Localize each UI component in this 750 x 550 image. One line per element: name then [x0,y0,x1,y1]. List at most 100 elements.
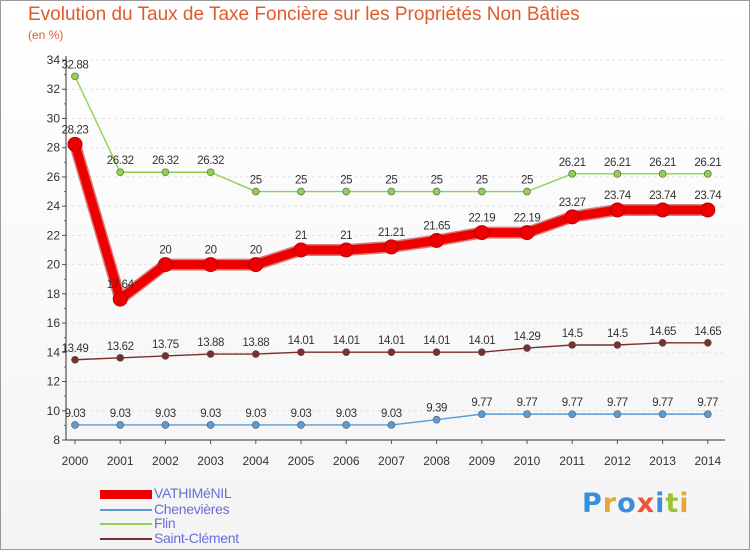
data-point [342,421,351,429]
data-point [477,348,486,356]
data-point [523,410,531,418]
data-point [658,170,667,178]
data-point [613,341,622,349]
data-label: 14.01 [468,335,495,347]
data-point [71,421,79,429]
data-label: 21.65 [423,221,450,233]
data-label: 9.39 [426,403,447,415]
data-label: 26.32 [197,155,224,167]
data-label: 25 [250,175,262,187]
logo-letter: o [617,488,637,519]
data-label: 9.77 [471,397,492,409]
x-tick-label: 2003 [197,454,224,468]
x-tick-label: 2013 [649,454,676,468]
legend-item-saint-clement: Saint-Clément [100,530,320,547]
y-tick-label: 10 [47,404,61,418]
data-label: 28.23 [62,124,89,136]
legend-label-chenevieres: Chenevières [154,501,230,517]
data-label: 22.19 [514,213,541,225]
data-point [387,187,396,196]
logo-letter: i [679,488,690,519]
data-label: 13.88 [197,337,224,349]
x-tick-label: 2008 [423,454,450,468]
data-label: 9.03 [200,408,221,420]
legend-label-saint-clement: Saint-Clément [154,530,239,546]
data-label: 23.74 [604,190,632,202]
data-label: 13.88 [242,337,269,349]
legend-label-vathimenil: VATHIMéNIL [154,485,232,501]
data-label: 9.77 [697,397,718,409]
chart-title: Evolution du Taux de Taxe Foncière sur l… [28,4,580,25]
y-tick-label: 8 [53,433,60,447]
data-point [432,415,441,424]
data-point [568,170,577,178]
data-point [432,348,441,356]
data-label: 13.62 [107,341,134,353]
x-tick-label: 2014 [694,454,721,468]
data-point [703,170,712,178]
data-label: 23.74 [694,190,722,202]
x-tick-label: 2000 [62,454,89,468]
x-tick-label: 2002 [152,454,179,468]
data-label: 9.77 [652,397,673,409]
data-label: 25 [431,175,443,187]
data-point [71,72,79,81]
data-label: 17.64 [107,279,135,291]
chart-unit: (en %) [28,28,64,42]
data-label: 14.65 [649,326,676,338]
data-point [342,187,351,196]
logo-letter: t [665,488,680,519]
data-label: 13.75 [152,339,179,351]
data-point [564,209,580,225]
data-point [474,225,490,241]
y-tick-label: 20 [47,258,61,272]
data-label: 14.5 [562,328,583,340]
data-point [658,339,667,347]
y-tick-label: 24 [47,199,61,213]
data-point [383,239,399,255]
x-tick-label: 2010 [514,454,541,468]
data-point [203,257,219,273]
data-point [206,168,215,177]
data-point [387,421,396,429]
y-tick-label: 34 [47,53,61,67]
data-label: 20 [159,245,171,257]
data-point [387,348,396,356]
data-label: 14.01 [333,335,360,347]
data-label: 26.32 [152,155,179,167]
data-point [161,352,170,360]
data-label: 25 [385,175,397,187]
data-point [655,202,671,218]
y-tick-label: 26 [47,170,61,184]
x-tick-label: 2001 [107,454,134,468]
data-label: 14.65 [694,326,721,338]
data-label: 21 [295,230,307,242]
legend-swatch-vathimenil [100,490,152,499]
data-label: 26.21 [694,157,721,169]
y-tick-label: 14 [47,345,61,359]
data-point [519,225,535,241]
logo-letter: r [602,488,618,519]
x-tick-label: 2004 [242,454,269,468]
data-point [67,136,83,152]
x-tick-label: 2009 [468,454,495,468]
data-point [71,355,79,364]
data-point [658,410,667,418]
data-label: 26.21 [604,157,631,169]
y-tick-label: 28 [47,141,61,155]
data-point [248,257,264,273]
legend-label-flin: Flin [154,515,176,531]
data-point [116,354,124,362]
data-point [477,410,486,418]
data-point [116,421,124,429]
data-point [157,257,173,273]
data-point [613,170,622,178]
data-point [161,168,170,177]
data-point [429,233,445,248]
data-point [206,350,215,358]
data-label: 22.19 [468,213,495,225]
data-label: 26.21 [649,157,676,169]
data-label: 13.49 [62,343,89,355]
data-label: 14.01 [288,335,315,347]
